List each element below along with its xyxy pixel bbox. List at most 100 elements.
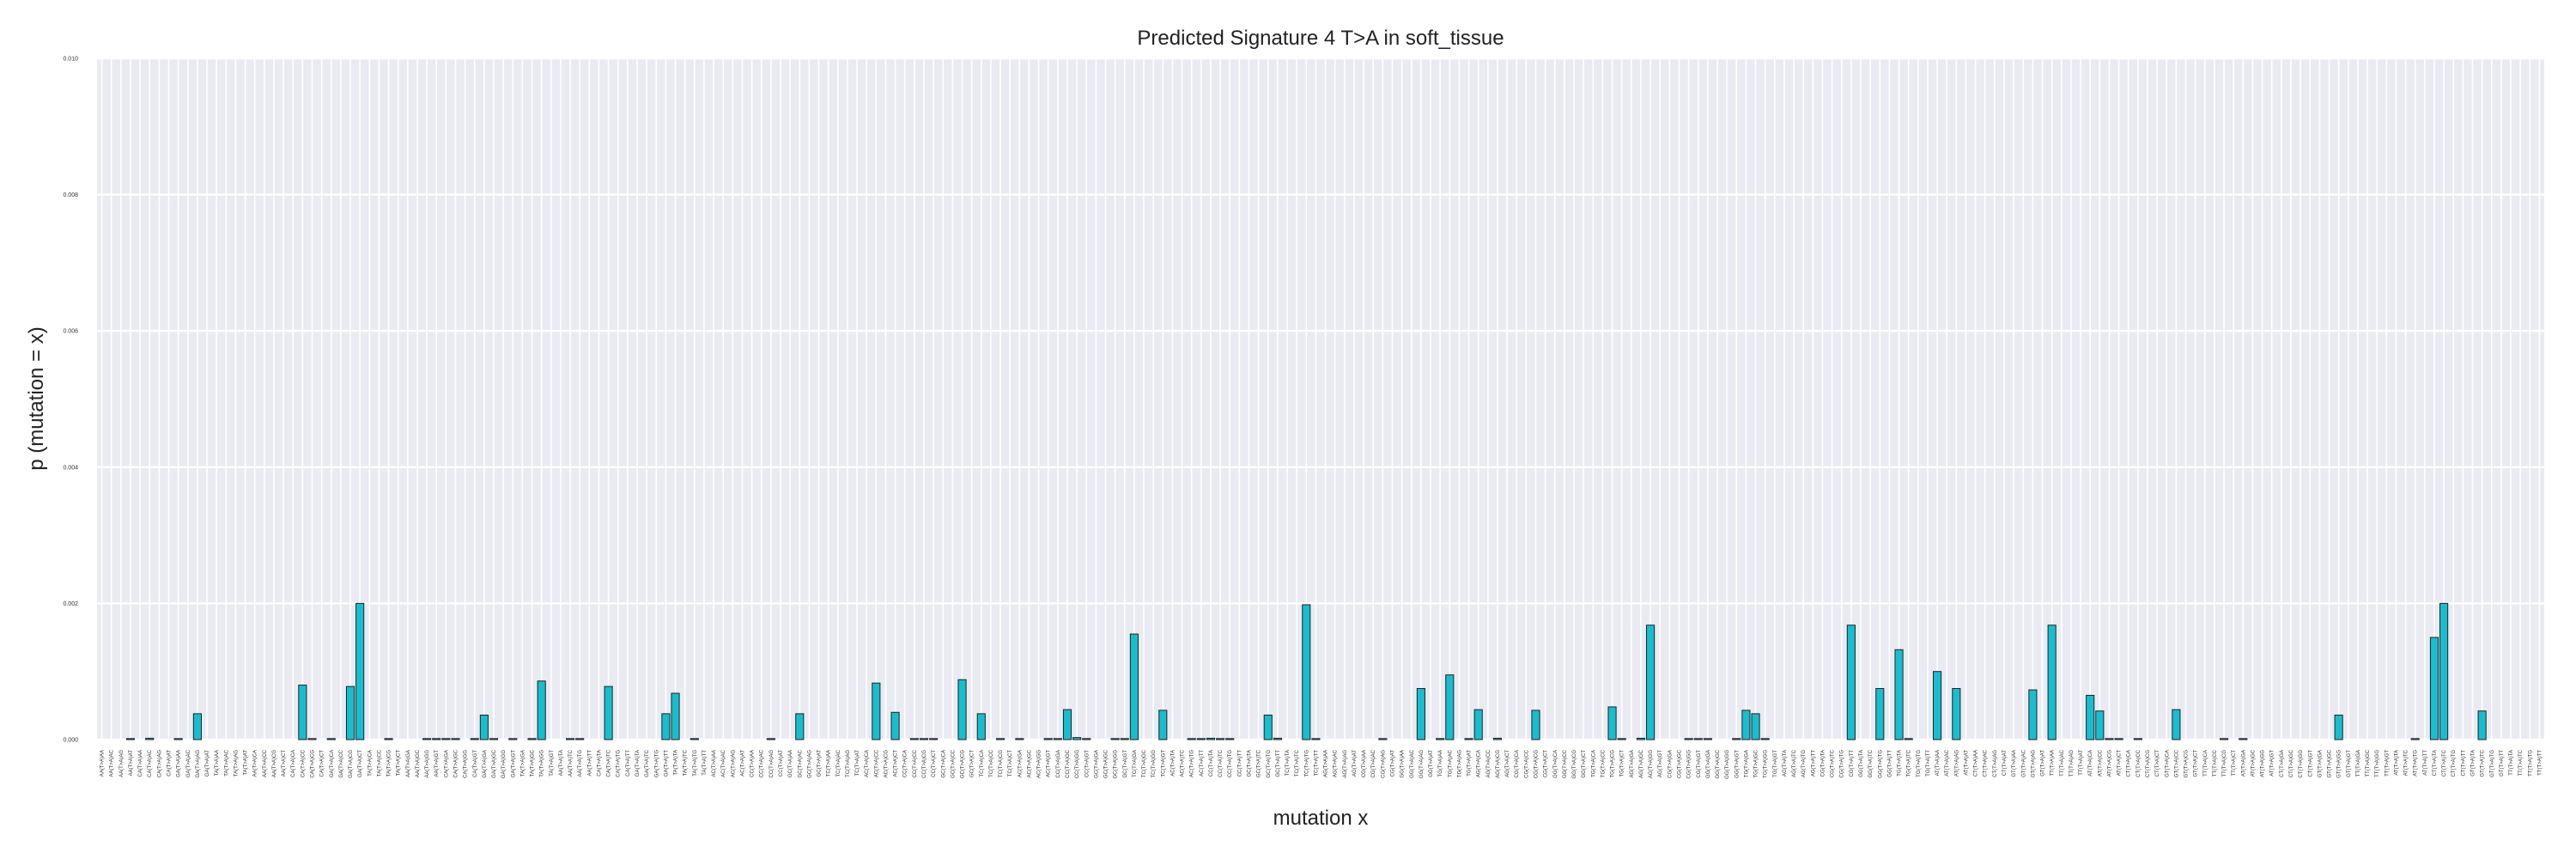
- bar: [1952, 688, 1961, 740]
- x-tick-label: TT(T>A)CA: [2203, 750, 2208, 777]
- x-tick-label: CA(T>A)TA: [597, 750, 602, 777]
- x-tick-label: CA(T>A)AT: [167, 750, 173, 777]
- x-tick-label: AG(T>A)AA: [1324, 750, 1329, 777]
- x-tick-label: TA(T>A)AC: [224, 749, 229, 776]
- bar: [2439, 602, 2449, 740]
- x-tick-label: GG(T>A)AC: [1410, 749, 1415, 778]
- x-tick-label: AG(T>A)TA: [1783, 750, 1788, 777]
- x-tick-label: CG(T>A)AC: [1371, 749, 1376, 777]
- x-tick-label: TC(T>A)CA: [980, 750, 985, 777]
- y-tick-labels: 0.000 0.002 0.004 0.006 0.008 0.010: [63, 57, 78, 744]
- x-tick-label: TT(T>A)GT: [2385, 750, 2390, 777]
- bar: [1751, 713, 1760, 740]
- bar: [766, 738, 775, 740]
- bar: [298, 685, 307, 740]
- x-tick-label: TA(T>A)CT: [397, 750, 402, 777]
- x-tick-label: CG(T>A)GC: [1677, 749, 1682, 778]
- bar: [1741, 710, 1751, 740]
- x-tick-label: AG(T>A)GC: [1639, 749, 1644, 778]
- bar: [1473, 709, 1483, 740]
- x-tick-label: GG(T>A)CG: [1572, 750, 1577, 779]
- bar: [1416, 688, 1425, 740]
- x-tick-label: TA(T>A)CA: [368, 750, 373, 777]
- x-tick-label: AA(T>A)GA: [406, 750, 411, 777]
- bar: [1129, 633, 1139, 740]
- chart-title: Predicted Signature 4 T>A in soft_tissue: [1137, 27, 1504, 50]
- bar: [1225, 738, 1235, 740]
- bar: [1492, 737, 1503, 740]
- bar: [1607, 706, 1617, 740]
- bar: [1693, 738, 1703, 740]
- x-tick-label: GA(T>A)GT: [511, 750, 516, 778]
- x-tick-label: CA(T>A)GG: [464, 750, 469, 778]
- x-tick-label: CG(T>A)CA: [1515, 750, 1520, 778]
- x-tick-label: GG(T>A)CC: [1563, 749, 1568, 778]
- bar: [1846, 624, 1856, 740]
- x-tick-label: TG(T>A)CT: [1620, 750, 1625, 777]
- x-tick-label: GG(T>A)GG: [1725, 750, 1730, 779]
- x-tick-label: TT(T>A)AG: [2069, 750, 2075, 777]
- x-tick-label: TT(T>A)AA: [2050, 750, 2056, 777]
- x-tick-label: GT(T>A)CC: [2174, 749, 2179, 777]
- bar: [1302, 604, 1311, 740]
- x-tick-label: AG(T>A)TG: [1801, 750, 1807, 778]
- bar: [1933, 671, 1942, 740]
- bar: [489, 738, 499, 740]
- plot-area: [97, 58, 2544, 740]
- x-tick-label: AC(T>A)AC: [721, 749, 726, 777]
- bar: [1894, 649, 1904, 740]
- x-tick-label: GA(T>A)CG: [349, 750, 354, 778]
- x-tick-label: AG(T>A)GA: [1630, 750, 1635, 778]
- x-tick-label: TT(T>A)GC: [2366, 749, 2371, 777]
- x-tick-label: TA(T>A)TC: [683, 749, 689, 776]
- x-tick-label: AT(T>A)AT: [1964, 750, 1969, 776]
- x-tick-label: TA(T>A)GG: [540, 750, 545, 777]
- x-tick-label: AG(T>A)GG: [1649, 750, 1654, 779]
- x-tick-label: GA(T>A)AT: [205, 750, 210, 777]
- x-tick-label: AT(T>A)TT: [2423, 750, 2428, 776]
- x-tick-label: GA(T>A)TC: [645, 749, 650, 777]
- bar: [1053, 738, 1062, 740]
- x-tick-label: AC(T>A)AG: [731, 750, 736, 778]
- x-tick-label: CT(T>A)CT: [2155, 750, 2160, 777]
- x-tick-label: AT(T>A)TC: [2404, 749, 2409, 776]
- x-tick-label: AT(T>A)CA: [2088, 750, 2093, 777]
- x-tick-label: GA(T>A)TG: [654, 750, 659, 778]
- bar: [604, 685, 613, 740]
- y-tick-label: 0.008: [63, 192, 78, 198]
- bar: [1732, 738, 1741, 740]
- x-tick-label: TA(T>A)TG: [693, 750, 698, 777]
- x-tick-label: TC(T>A)TT: [1314, 750, 1319, 777]
- x-tick-label: AA(T>A)AC: [110, 749, 115, 777]
- x-tick-label: TT(T>A)TC: [2518, 749, 2524, 776]
- x-tick-label: GA(T>A)CT: [358, 750, 363, 777]
- x-tick-label: TG(T>A)GG: [1764, 750, 1769, 778]
- x-tick-label: AC(T>A)GA: [1018, 750, 1023, 777]
- x-tick-label: AG(T>A)CC: [1486, 749, 1492, 777]
- x-tick-label: AG(T>A)AG: [1343, 750, 1348, 778]
- x-tick-label: CT(T>A)AG: [1993, 750, 1998, 777]
- x-tick-label: CG(T>A)AT: [1391, 750, 1396, 777]
- bar: [1043, 738, 1053, 740]
- x-tick-label: CG(T>A)TG: [1840, 750, 1845, 778]
- x-tick-label: AA(T>A)AG: [119, 750, 125, 777]
- x-tick-label: AA(T>A)CA: [253, 750, 258, 777]
- x-tick-label: AT(T>A)CG: [2107, 750, 2112, 777]
- x-tick-label: CA(T>A)CC: [301, 749, 306, 777]
- x-tick-label: TC(T>A)CG: [999, 750, 1004, 777]
- x-tick-label: TG(T>A)AC: [1448, 749, 1453, 777]
- x-tick-label: CT(T>A)CC: [2136, 749, 2142, 777]
- bar: [1617, 738, 1626, 740]
- x-tick-label: AC(T>A)TT: [1200, 750, 1205, 777]
- x-tick-label: TT(T>A)CG: [2222, 750, 2227, 777]
- x-tick-label: TG(T>A)GA: [1744, 750, 1749, 777]
- bar: [173, 738, 183, 740]
- bar: [192, 713, 202, 740]
- bar: [957, 679, 967, 740]
- x-tick-label: GG(T>A)AT: [1429, 750, 1434, 777]
- x-tick-label: AA(T>A)CC: [263, 749, 268, 777]
- x-tick-label: CT(T>A)CG: [2146, 750, 2151, 777]
- x-tick-label: AC(T>A)TA: [1170, 750, 1176, 777]
- bar: [441, 738, 451, 740]
